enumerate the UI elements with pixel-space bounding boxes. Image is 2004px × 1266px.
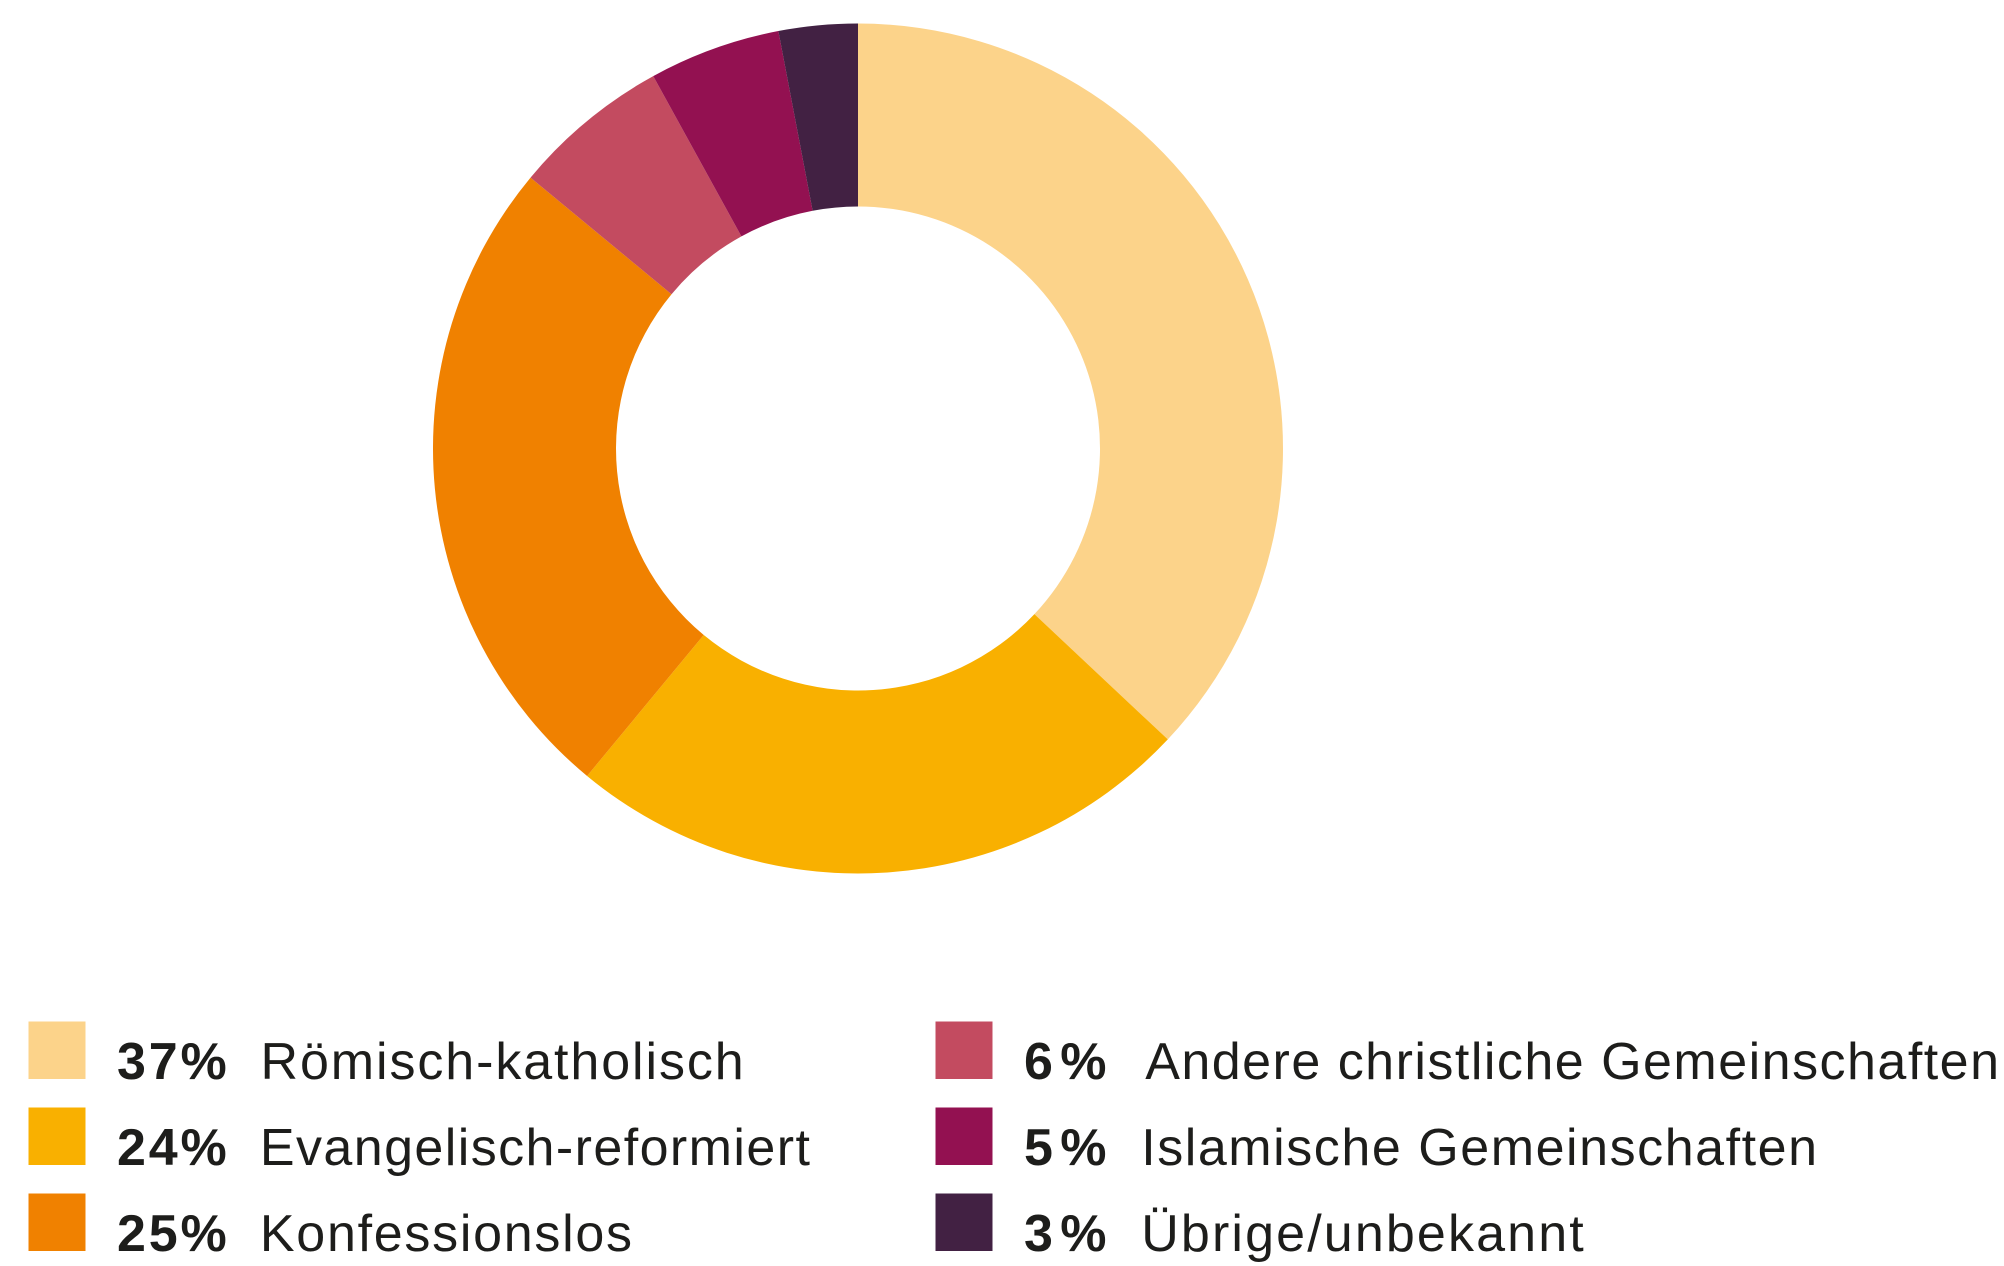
svg-text:25%: 25% bbox=[117, 1205, 227, 1263]
svg-text:24%: 24% bbox=[117, 1119, 227, 1177]
svg-text:Konfessionslos: Konfessionslos bbox=[260, 1205, 632, 1263]
svg-text:5%: 5% bbox=[1024, 1119, 1107, 1177]
svg-text:Übrige/unbekannt: Übrige/unbekannt bbox=[1141, 1205, 1584, 1263]
svg-text:Römisch-katholisch: Römisch-katholisch bbox=[261, 1033, 744, 1091]
svg-text:37%: 37% bbox=[117, 1033, 227, 1091]
svg-text:Evangelisch-reformiert: Evangelisch-reformiert bbox=[260, 1119, 811, 1177]
svg-text:6%: 6% bbox=[1024, 1033, 1107, 1091]
svg-text:Islamische Gemeinschaften: Islamische Gemeinschaften bbox=[1141, 1119, 1817, 1177]
svg-text:Andere christliche Gemeinschaf: Andere christliche Gemeinschaften bbox=[1145, 1033, 1999, 1091]
svg-text:3%: 3% bbox=[1024, 1205, 1107, 1263]
